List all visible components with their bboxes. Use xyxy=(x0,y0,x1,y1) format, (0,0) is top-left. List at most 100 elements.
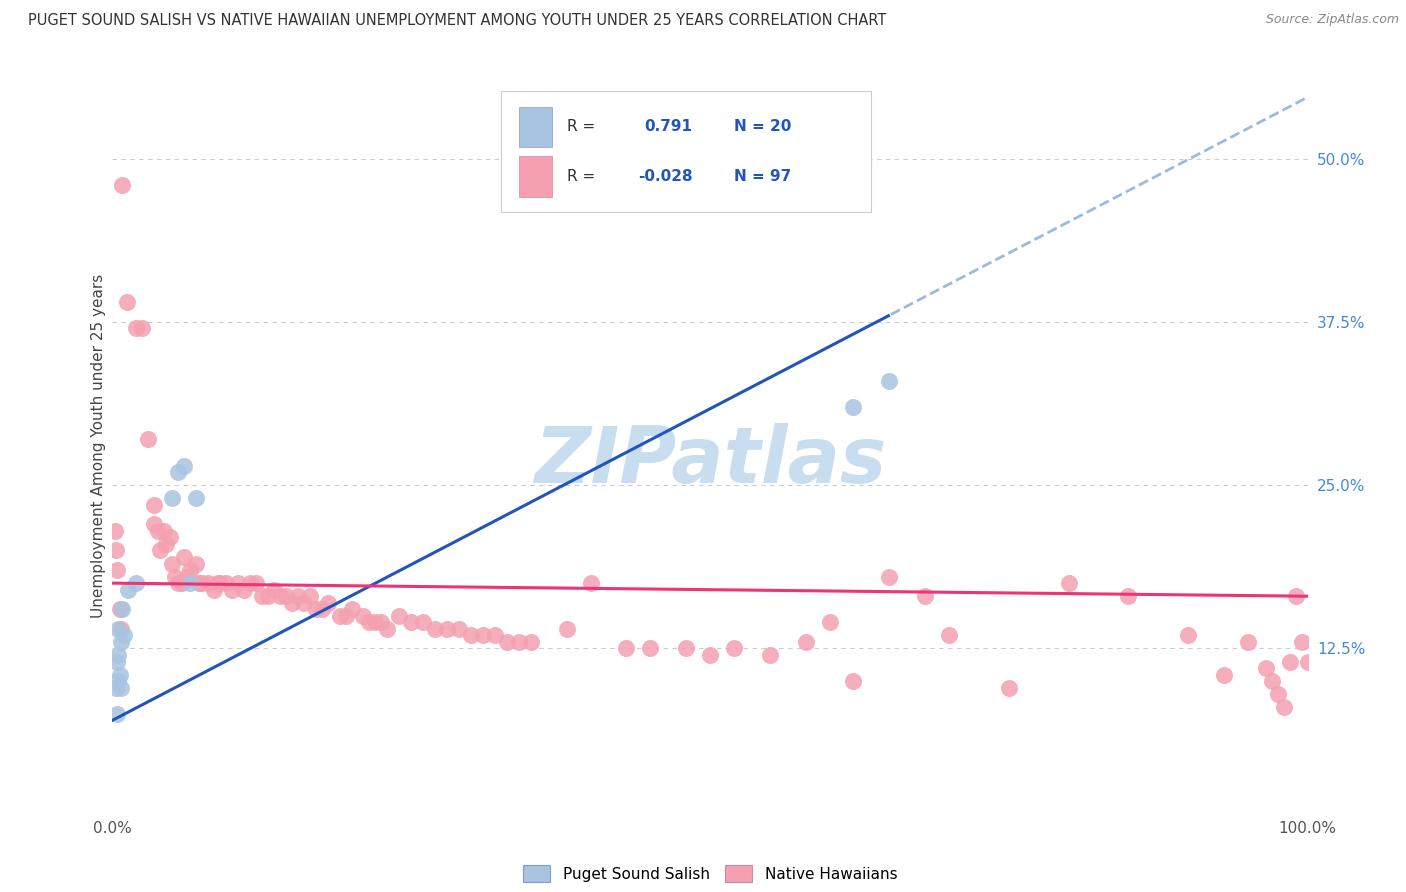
Point xyxy=(1254,661,1277,675)
Point xyxy=(914,589,936,603)
Point xyxy=(146,524,169,538)
Point xyxy=(1278,655,1301,669)
Point xyxy=(107,622,129,636)
Point xyxy=(221,582,243,597)
Point xyxy=(176,569,198,583)
Point xyxy=(110,681,132,695)
Point xyxy=(316,596,339,610)
Point xyxy=(125,576,148,591)
Point xyxy=(155,537,177,551)
Point xyxy=(555,622,578,636)
Text: R =: R = xyxy=(567,120,595,134)
Point xyxy=(163,569,186,583)
Text: 0.791: 0.791 xyxy=(644,120,692,134)
Text: Source: ZipAtlas.com: Source: ZipAtlas.com xyxy=(1265,13,1399,27)
Point xyxy=(1260,674,1282,689)
Point xyxy=(159,530,181,544)
FancyBboxPatch shape xyxy=(501,91,872,212)
Point xyxy=(107,674,129,689)
Text: N = 97: N = 97 xyxy=(734,169,792,184)
Point xyxy=(335,608,357,623)
Point xyxy=(364,615,387,630)
Point xyxy=(520,635,543,649)
Point xyxy=(162,557,183,571)
Point xyxy=(263,582,285,597)
Point xyxy=(675,641,697,656)
Point xyxy=(162,491,183,506)
Point xyxy=(105,543,128,558)
Point xyxy=(352,608,374,623)
Point xyxy=(269,589,291,603)
Point xyxy=(167,576,190,591)
Point xyxy=(215,576,238,591)
Point xyxy=(877,374,900,388)
Point xyxy=(115,295,138,310)
Text: N = 20: N = 20 xyxy=(734,120,792,134)
Point xyxy=(304,602,326,616)
Point xyxy=(579,576,602,591)
Point xyxy=(107,648,129,662)
Point xyxy=(472,628,495,642)
Point xyxy=(298,589,321,603)
Point xyxy=(638,641,662,656)
Point xyxy=(149,543,172,558)
Point xyxy=(153,524,176,538)
Point xyxy=(1057,576,1080,591)
Point xyxy=(274,589,297,603)
Point xyxy=(401,615,423,630)
Point xyxy=(114,628,135,642)
Point xyxy=(104,524,127,538)
Point xyxy=(207,576,229,591)
Text: R =: R = xyxy=(567,169,595,184)
FancyBboxPatch shape xyxy=(519,156,553,196)
Point xyxy=(1212,667,1236,681)
Point xyxy=(105,681,128,695)
Point xyxy=(436,622,458,636)
Point xyxy=(281,596,304,610)
Point xyxy=(359,615,381,630)
Point xyxy=(496,635,519,649)
Point xyxy=(759,648,782,662)
Y-axis label: Unemployment Among Youth under 25 years: Unemployment Among Youth under 25 years xyxy=(90,274,105,618)
Point xyxy=(138,433,160,447)
Point xyxy=(842,674,865,689)
Point xyxy=(340,602,363,616)
Point xyxy=(1272,700,1295,714)
Point xyxy=(108,667,131,681)
Point xyxy=(143,517,166,532)
Point xyxy=(186,491,208,506)
Point xyxy=(179,576,201,591)
Point xyxy=(699,648,721,662)
Point xyxy=(287,589,309,603)
Point xyxy=(1296,655,1319,669)
Point xyxy=(1267,687,1289,701)
Point xyxy=(1237,635,1260,649)
Point xyxy=(614,641,637,656)
Point xyxy=(842,400,865,414)
Point xyxy=(105,563,128,577)
Point xyxy=(412,615,434,630)
Point xyxy=(425,622,447,636)
Point xyxy=(1285,589,1308,603)
Point xyxy=(723,641,745,656)
Point xyxy=(1291,635,1313,649)
Point xyxy=(173,458,195,473)
Point xyxy=(186,557,208,571)
Point xyxy=(187,576,209,591)
Point xyxy=(226,576,249,591)
Point xyxy=(508,635,530,649)
Point xyxy=(170,576,193,591)
Point xyxy=(257,589,280,603)
Point xyxy=(328,608,352,623)
Point xyxy=(105,655,128,669)
Point xyxy=(794,635,817,649)
Point xyxy=(484,628,506,642)
Point xyxy=(1177,628,1199,642)
Point xyxy=(292,596,315,610)
Point xyxy=(250,589,273,603)
Point xyxy=(998,681,1021,695)
Point xyxy=(370,615,392,630)
Text: -0.028: -0.028 xyxy=(638,169,693,184)
Point xyxy=(105,706,128,721)
Point xyxy=(173,549,195,564)
